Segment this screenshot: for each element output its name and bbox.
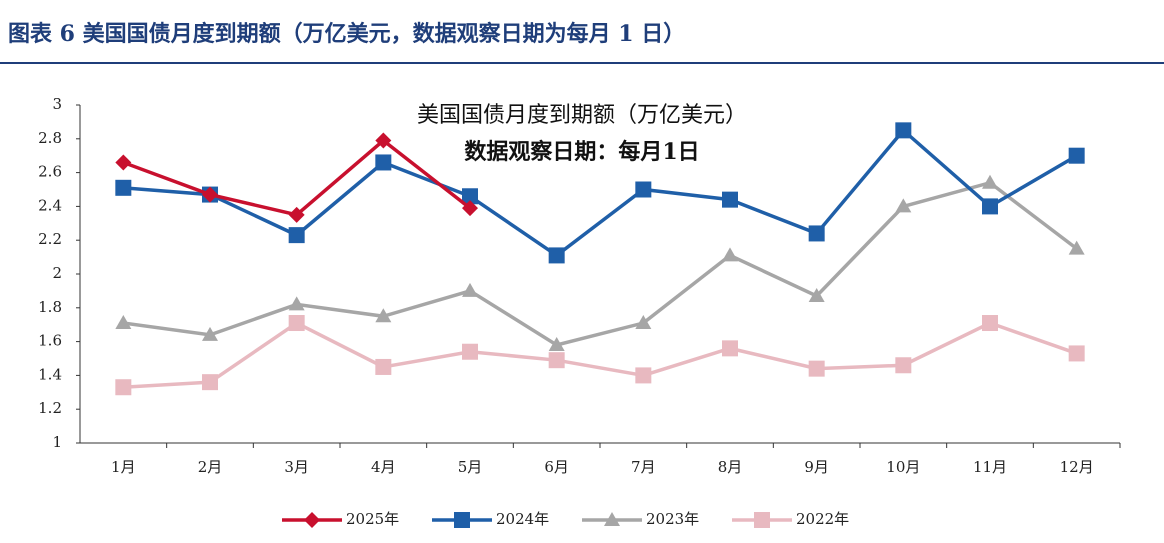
x-tick-label: 3月 [284,458,309,476]
data-point [1068,240,1085,255]
data-point [375,358,392,375]
x-tick-label: 4月 [371,458,396,476]
data-point [635,181,652,198]
legend-label: 2024年 [496,510,549,528]
data-point [115,179,132,196]
legend-label: 2022年 [796,510,849,528]
y-tick-label: 1.4 [38,365,62,383]
series-line [123,127,1078,258]
data-point [982,174,998,189]
caption: 图表 6 美国国债月度到期额（万亿美元，数据观察日期为每月 1 日） [8,21,685,47]
x-tick-label: 6月 [544,458,569,476]
series-line [123,320,1078,389]
y-tick-label: 1.8 [38,298,62,316]
legend-label: 2025年 [346,510,399,528]
x-tick-label: 8月 [718,458,743,476]
y-tick-label: 2 [52,264,62,282]
y-tick-label: 3 [52,95,62,113]
data-point [895,357,912,374]
x-tick-label: 12月 [1060,458,1094,476]
data-point [1068,147,1085,164]
x-tick-label: 7月 [631,458,656,476]
data-point [462,200,478,217]
data-point [982,198,998,215]
chart-subtitle: 数据观察日期：每月1日 [464,139,699,165]
data-point [375,132,392,149]
y-tick-label: 2.4 [38,196,62,214]
legend-marker [604,512,620,526]
data-point [722,247,738,262]
data-point [115,379,132,396]
series-line [123,180,1078,347]
data-point [982,315,998,332]
data-point [895,198,912,213]
data-point [115,315,132,330]
data-point [808,287,825,302]
data-point [635,315,652,330]
data-point [375,154,392,171]
x-tick-label: 2月 [198,458,223,476]
data-point [288,206,305,223]
data-point [202,374,218,391]
data-point [462,343,478,360]
data-point [462,282,478,297]
data-point [288,296,305,311]
x-tick-label: 11月 [973,458,1007,476]
legend-label: 2023年 [646,510,699,528]
y-tick-label: 1.6 [38,332,62,350]
data-point [895,122,912,139]
data-point [722,191,738,208]
chart-title: 美国国债月度到期额（万亿美元） [417,103,747,128]
data-point [548,336,565,351]
data-point [1068,345,1085,362]
x-tick-label: 1月 [111,458,136,476]
legend-marker [304,512,320,528]
legend-marker [754,512,770,528]
data-point [722,340,738,357]
data-point [548,352,565,369]
data-point [375,308,392,323]
x-tick-label: 9月 [804,458,829,476]
y-tick-label: 1 [52,433,62,451]
y-tick-label: 2.8 [38,129,62,147]
data-point [548,247,565,264]
data-point [288,315,305,332]
x-tick-label: 5月 [458,458,483,476]
x-tick-label: 10月 [886,458,920,476]
legend-marker [454,512,470,528]
data-point [635,367,652,384]
data-point [202,186,218,203]
y-tick-label: 2.6 [38,163,62,181]
data-point [288,227,305,244]
data-point [808,225,825,242]
data-point [808,360,825,377]
data-point [202,326,218,341]
y-tick-label: 1.2 [38,399,62,417]
y-tick-label: 2.2 [38,230,62,248]
data-point [462,188,478,205]
data-point [115,154,132,171]
